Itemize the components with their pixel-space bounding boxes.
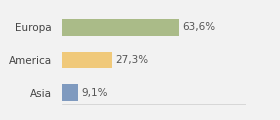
Text: 63,6%: 63,6% (182, 22, 215, 33)
Bar (62, 19, 179, 36)
Text: 9,1%: 9,1% (81, 87, 108, 98)
Bar (62, 52, 112, 68)
Text: 27,3%: 27,3% (115, 55, 148, 65)
Bar (62, 84, 78, 101)
